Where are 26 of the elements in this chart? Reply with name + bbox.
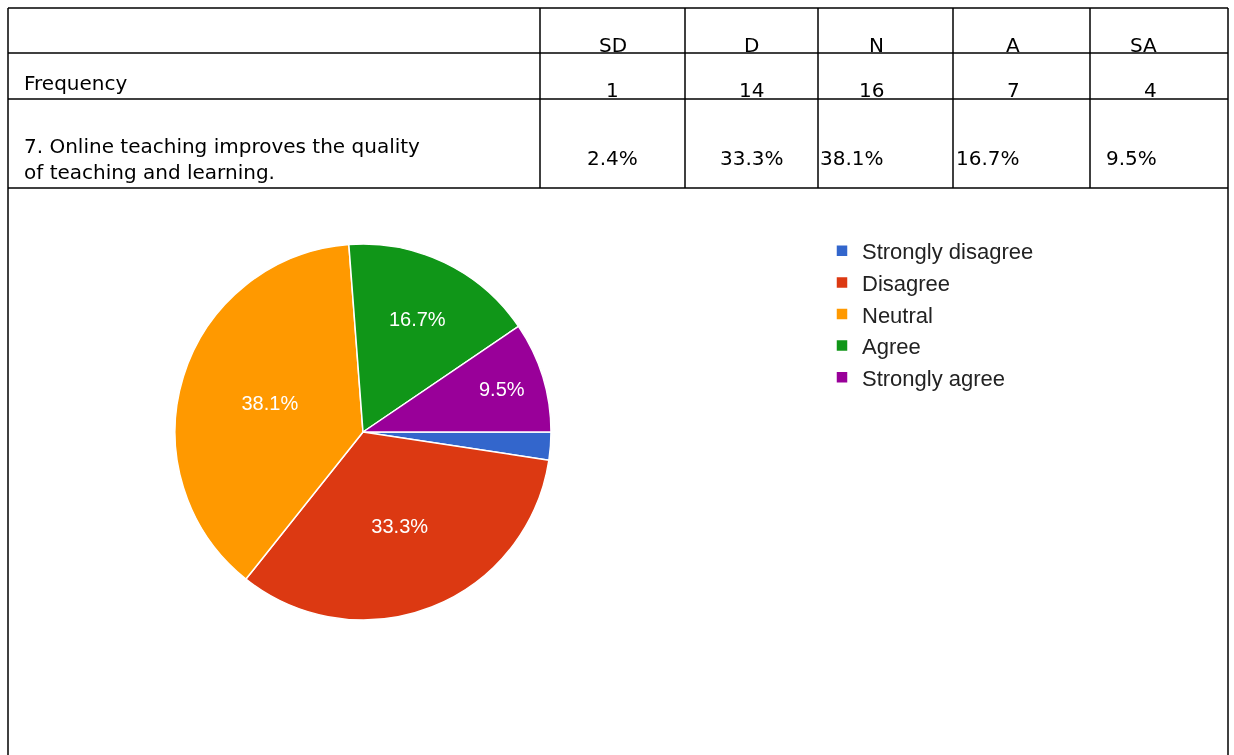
data-label: 9.5% [478, 378, 525, 401]
legend-label: Agree [862, 334, 921, 360]
text: 2.4% [587, 146, 638, 170]
legend-label: Neutral [862, 302, 933, 328]
legend-label: Disagree [862, 270, 951, 296]
text: 16 [859, 78, 885, 102]
text: 38.1% [820, 146, 884, 170]
category-label: SA [1130, 33, 1158, 57]
text: 33.3% [720, 146, 784, 170]
category-label: SD [599, 33, 628, 57]
legend-label: Strongly disagree [862, 239, 1034, 265]
text: 16.7% [956, 146, 1020, 170]
text: 1 [606, 78, 619, 102]
data-label: 33.3% [371, 514, 429, 537]
data-label: 16.7% [388, 308, 446, 331]
category-label: D [744, 33, 760, 57]
text: 9.5% [1106, 146, 1157, 170]
category-label: Frequency [24, 71, 128, 95]
text: 7 [1007, 78, 1020, 102]
category-label: N [869, 33, 884, 57]
text: 4 [1144, 78, 1157, 102]
text: 14 [739, 78, 765, 102]
category-label: A [1006, 33, 1020, 57]
category-label: 7. Online teaching improves the quality of teaching and learning. [24, 134, 420, 184]
data-label: 38.1% [241, 392, 299, 415]
legend-label: Strongly agree [862, 365, 1006, 391]
